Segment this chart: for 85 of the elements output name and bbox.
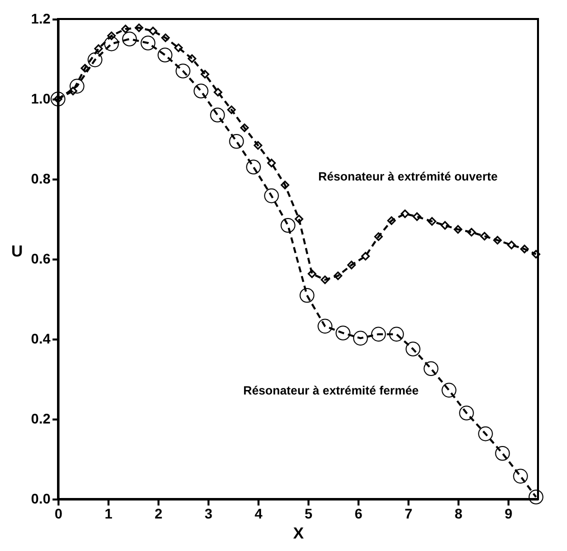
point	[194, 84, 208, 98]
point	[210, 108, 225, 122]
point	[424, 361, 438, 376]
x-tick-label: 6	[354, 506, 363, 522]
point	[454, 225, 462, 234]
point	[459, 406, 474, 420]
point	[374, 232, 383, 241]
point	[121, 24, 130, 34]
point	[507, 240, 516, 250]
y-tick-label: 0.0	[31, 490, 51, 506]
x-tick-label: 3	[204, 506, 213, 522]
point	[140, 36, 156, 50]
point	[134, 24, 144, 32]
point	[80, 64, 90, 72]
point	[70, 78, 84, 94]
point	[294, 214, 304, 224]
point	[478, 426, 493, 442]
point	[467, 228, 476, 236]
point	[280, 218, 296, 233]
point	[229, 134, 244, 149]
point	[412, 212, 422, 221]
point	[227, 106, 236, 114]
point	[104, 36, 119, 52]
point	[254, 141, 262, 150]
point	[188, 54, 196, 63]
point	[88, 52, 102, 68]
y-tick-label: 0.4	[31, 330, 51, 346]
x-tick-label: 2	[154, 506, 163, 522]
point	[267, 158, 276, 168]
point	[122, 32, 137, 46]
text: Résonateur à extrémité ouverte	[318, 170, 498, 184]
point	[361, 252, 370, 260]
point	[428, 217, 436, 226]
y-tick-label: 1.2	[31, 10, 51, 26]
series-label: Résonateur à extrémité fermée	[243, 384, 420, 398]
point	[240, 124, 249, 132]
point	[495, 446, 510, 461]
point	[308, 270, 316, 278]
y-tick-label: 0.8	[31, 170, 51, 186]
point	[280, 180, 290, 190]
point	[387, 216, 396, 225]
x-tick-label: 8	[454, 506, 463, 522]
point	[161, 34, 170, 42]
point	[300, 288, 314, 303]
point	[94, 44, 103, 53]
point	[371, 326, 386, 342]
point	[520, 244, 529, 254]
point	[347, 260, 356, 270]
x-tick-label: 4	[254, 506, 263, 522]
point	[200, 70, 210, 78]
x-tick-label: 1	[104, 506, 113, 522]
point	[214, 88, 222, 96]
point	[264, 188, 279, 204]
x-tick-label: 0	[54, 506, 63, 522]
point	[320, 276, 330, 284]
point	[174, 44, 183, 52]
point	[148, 26, 158, 36]
x-axis-title: X	[293, 526, 304, 542]
point	[406, 342, 420, 356]
point	[50, 92, 66, 106]
point	[513, 468, 528, 484]
point	[176, 64, 190, 78]
point	[107, 32, 116, 40]
y-tick-label: 0.6	[31, 250, 51, 266]
point	[158, 48, 172, 62]
point	[400, 210, 410, 218]
x-tick-label: 5	[304, 506, 313, 522]
point	[389, 326, 404, 342]
point	[528, 490, 544, 504]
point	[336, 326, 350, 340]
point	[440, 221, 450, 230]
point	[532, 250, 540, 258]
x-tick-label: 7	[404, 506, 413, 522]
point	[246, 160, 261, 174]
y-tick-label: 0.2	[31, 410, 51, 426]
y-tick-label: 1.0	[31, 90, 51, 106]
point	[442, 382, 456, 398]
point	[493, 236, 502, 244]
y-axis-title: U	[11, 244, 23, 260]
point	[68, 86, 78, 96]
point	[318, 318, 332, 334]
point	[334, 272, 342, 280]
point	[353, 330, 368, 346]
x-tick-label: 9	[504, 506, 513, 522]
point	[480, 232, 489, 240]
